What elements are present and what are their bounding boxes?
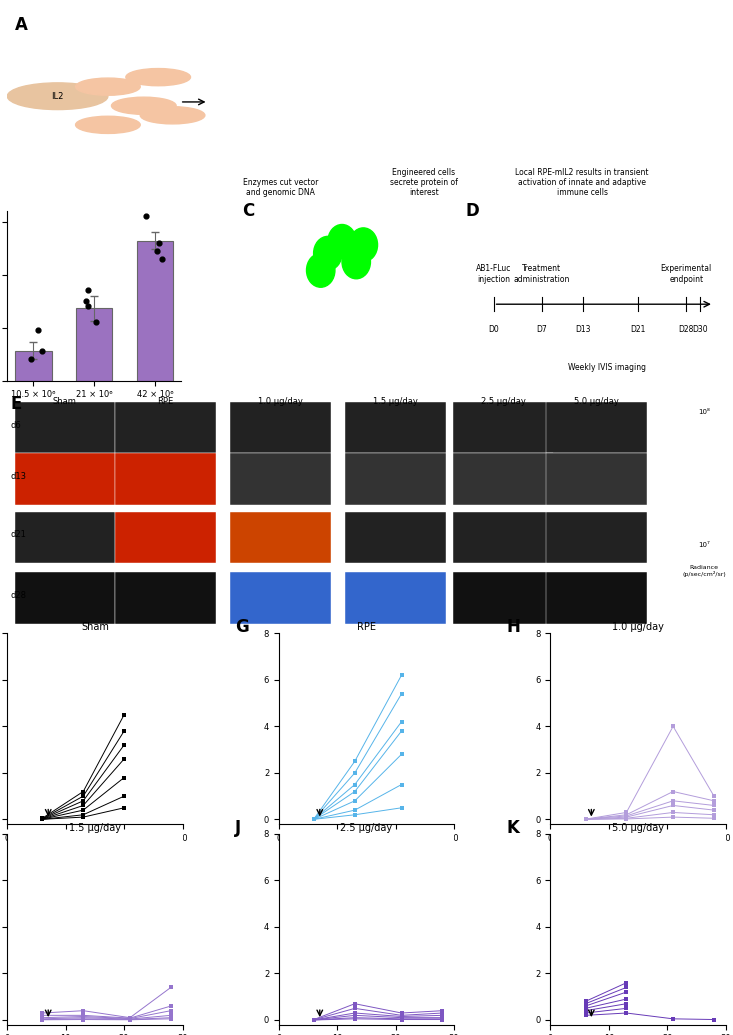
Point bbox=[36, 343, 48, 359]
FancyBboxPatch shape bbox=[546, 453, 647, 505]
FancyBboxPatch shape bbox=[345, 572, 446, 623]
FancyBboxPatch shape bbox=[15, 402, 115, 453]
Point bbox=[152, 235, 164, 252]
Text: Experimental
endpoint: Experimental endpoint bbox=[660, 265, 712, 284]
Circle shape bbox=[349, 228, 377, 262]
FancyBboxPatch shape bbox=[453, 402, 553, 453]
FancyBboxPatch shape bbox=[115, 572, 216, 623]
Point bbox=[82, 298, 94, 315]
Text: D13: D13 bbox=[575, 325, 591, 333]
Circle shape bbox=[75, 78, 140, 95]
Text: 10⁸: 10⁸ bbox=[699, 409, 710, 415]
Point bbox=[80, 293, 92, 309]
FancyBboxPatch shape bbox=[230, 402, 331, 453]
Point bbox=[82, 283, 94, 299]
Point bbox=[90, 314, 102, 330]
X-axis label: Time (days): Time (days) bbox=[611, 849, 665, 857]
FancyBboxPatch shape bbox=[345, 453, 446, 505]
Text: J: J bbox=[235, 819, 241, 836]
FancyBboxPatch shape bbox=[345, 402, 446, 453]
Text: 10⁷: 10⁷ bbox=[699, 542, 710, 548]
Text: RPE: RPE bbox=[158, 397, 174, 407]
FancyBboxPatch shape bbox=[115, 453, 216, 505]
FancyBboxPatch shape bbox=[230, 453, 331, 505]
Bar bbox=[15, 351, 51, 381]
Text: IL2: IL2 bbox=[51, 92, 64, 100]
Text: H: H bbox=[507, 618, 520, 635]
Text: AB1-FLuc
injection: AB1-FLuc injection bbox=[476, 265, 512, 284]
Text: 1.0 µg/day: 1.0 µg/day bbox=[258, 397, 303, 407]
X-axis label: Time (days): Time (days) bbox=[340, 849, 393, 857]
Text: A: A bbox=[15, 17, 27, 34]
Text: D: D bbox=[465, 203, 479, 220]
Point bbox=[26, 351, 37, 367]
Text: Engineered cells
secrete protein of
interest: Engineered cells secrete protein of inte… bbox=[390, 168, 458, 198]
Circle shape bbox=[328, 225, 356, 259]
FancyBboxPatch shape bbox=[230, 511, 331, 563]
Text: Enzymes cut vector
and genomic DNA: Enzymes cut vector and genomic DNA bbox=[243, 178, 318, 198]
FancyBboxPatch shape bbox=[546, 511, 647, 563]
Text: E: E bbox=[11, 395, 22, 413]
Bar bbox=[136, 240, 173, 381]
Point bbox=[32, 322, 43, 338]
Circle shape bbox=[126, 68, 191, 86]
Title: RPE: RPE bbox=[357, 622, 376, 632]
Point bbox=[155, 250, 167, 267]
Text: D21: D21 bbox=[630, 325, 646, 333]
Text: Sham: Sham bbox=[53, 397, 77, 407]
Title: 1.0 μg/day: 1.0 μg/day bbox=[612, 622, 664, 632]
Text: Live: Live bbox=[271, 248, 291, 259]
Text: 1.5 µg/day: 1.5 µg/day bbox=[373, 397, 418, 407]
Text: Weekly IVIS imaging: Weekly IVIS imaging bbox=[568, 363, 647, 372]
FancyBboxPatch shape bbox=[15, 453, 115, 505]
FancyBboxPatch shape bbox=[115, 511, 216, 563]
FancyBboxPatch shape bbox=[453, 511, 553, 563]
Text: D30: D30 bbox=[692, 325, 708, 333]
Circle shape bbox=[7, 83, 108, 110]
Title: 2.5 μg/day: 2.5 μg/day bbox=[340, 823, 393, 833]
Circle shape bbox=[111, 97, 176, 114]
Point bbox=[151, 243, 163, 260]
Circle shape bbox=[342, 245, 370, 278]
Text: 2.5 µg/day: 2.5 µg/day bbox=[481, 397, 526, 407]
Text: K: K bbox=[507, 819, 520, 836]
Bar bbox=[76, 308, 112, 381]
Circle shape bbox=[75, 116, 140, 134]
FancyBboxPatch shape bbox=[546, 572, 647, 623]
Text: Dead: Dead bbox=[271, 333, 297, 344]
FancyBboxPatch shape bbox=[15, 511, 115, 563]
Text: G: G bbox=[235, 618, 248, 635]
Title: 5.0 μg/day: 5.0 μg/day bbox=[612, 823, 664, 833]
Text: D0: D0 bbox=[488, 325, 499, 333]
Circle shape bbox=[306, 254, 335, 288]
Circle shape bbox=[314, 236, 342, 270]
FancyBboxPatch shape bbox=[230, 572, 331, 623]
FancyBboxPatch shape bbox=[15, 572, 115, 623]
Circle shape bbox=[140, 107, 205, 124]
Text: 5.0 µg/day: 5.0 µg/day bbox=[574, 397, 619, 407]
X-axis label: Time (days): Time (days) bbox=[68, 849, 122, 857]
Text: Treatment
administration: Treatment administration bbox=[514, 265, 570, 284]
Text: D28: D28 bbox=[679, 325, 694, 333]
Title: 1.5 μg/day: 1.5 μg/day bbox=[69, 823, 121, 833]
Text: d28: d28 bbox=[11, 591, 27, 600]
Text: d6: d6 bbox=[11, 421, 22, 430]
Title: Sham: Sham bbox=[81, 622, 109, 632]
FancyBboxPatch shape bbox=[115, 402, 216, 453]
FancyBboxPatch shape bbox=[546, 402, 647, 453]
Text: Radiance
(p/sec/cm²/sr): Radiance (p/sec/cm²/sr) bbox=[682, 565, 726, 578]
Text: D7: D7 bbox=[537, 325, 547, 333]
Text: d21: d21 bbox=[11, 530, 27, 539]
FancyBboxPatch shape bbox=[345, 511, 446, 563]
FancyBboxPatch shape bbox=[453, 453, 553, 505]
FancyBboxPatch shape bbox=[453, 572, 553, 623]
Text: C: C bbox=[243, 203, 255, 220]
Point bbox=[140, 208, 152, 225]
Text: Local RPE-mIL2 results in transient
activation of innate and adaptive
immune cel: Local RPE-mIL2 results in transient acti… bbox=[515, 168, 649, 198]
Text: d13: d13 bbox=[11, 472, 27, 481]
